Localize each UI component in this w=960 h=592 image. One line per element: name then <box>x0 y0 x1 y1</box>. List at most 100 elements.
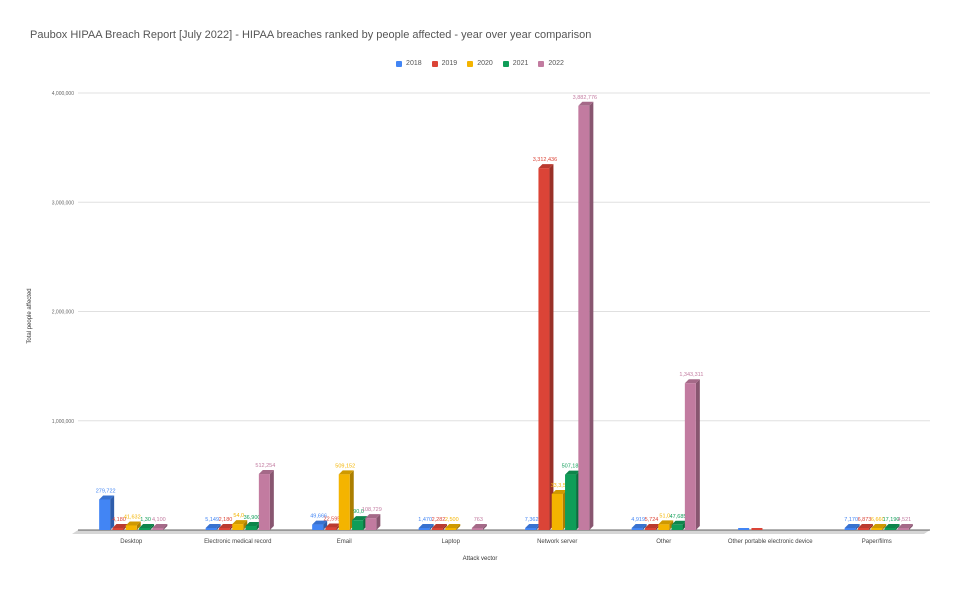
x-tick-label: Desktop <box>120 539 143 545</box>
data-label: 1,343,311 <box>679 372 703 378</box>
bar-2020 <box>445 528 457 530</box>
bar-top-2020 <box>338 470 354 475</box>
bar-side-2021 <box>150 524 155 530</box>
bar-2019 <box>644 528 656 530</box>
bar-side-2022 <box>269 470 274 530</box>
data-label: 512,254 <box>255 463 275 469</box>
data-label: 49,666 <box>310 514 327 520</box>
bar-side-2022 <box>908 524 913 530</box>
bar-2018 <box>631 528 643 530</box>
data-label: 507,183 <box>562 464 582 470</box>
bar-2020 <box>658 524 670 530</box>
bar-top-2021 <box>671 520 687 525</box>
data-label: 5,149 <box>205 517 219 523</box>
data-label: 2,500 <box>445 517 459 523</box>
bar-side-2020 <box>136 521 141 530</box>
bar-top-2019 <box>325 523 341 528</box>
bar-2022 <box>365 518 377 530</box>
bar-side-2018 <box>642 524 647 530</box>
bar-2022 <box>471 528 483 530</box>
legend-label: 2019 <box>441 60 458 67</box>
bar-2020 <box>338 474 350 530</box>
bar-side-2018 <box>110 495 115 530</box>
data-label: 54,0 <box>233 513 244 519</box>
bar-side-2020 <box>243 520 248 530</box>
x-tick-label: Other <box>656 539 671 545</box>
bar-2018 <box>312 524 324 530</box>
bar-top-2018 <box>418 524 434 528</box>
x-tick-label: Network server <box>537 539 577 545</box>
data-label: 108,729 <box>362 507 382 513</box>
bar-stub-2018 <box>738 528 750 530</box>
bar-top-2018 <box>844 524 860 528</box>
bar-top-2019 <box>857 524 873 528</box>
bar-top-2020 <box>871 524 887 528</box>
bar-2022 <box>897 528 909 530</box>
bar-top-2018 <box>99 495 115 500</box>
data-label: 3,882,776 <box>573 95 597 101</box>
x-tick-label: Laptop <box>442 539 461 545</box>
bar-side-2022 <box>695 379 700 530</box>
data-label: 33,3,5 <box>551 483 566 489</box>
legend-item-2021: 2021 <box>502 60 528 67</box>
bar-top-2022 <box>365 514 381 519</box>
bar-2018 <box>205 528 217 530</box>
x-axis-title: Attack vector <box>462 556 498 562</box>
legend-item-2022: 2022 <box>538 60 564 67</box>
bar-2018 <box>99 499 111 530</box>
data-label: 51,0 <box>659 513 670 519</box>
bar-2021 <box>671 524 683 530</box>
bar-top-2021 <box>245 521 261 526</box>
bar-side-2019 <box>868 524 873 530</box>
bar-2022 <box>578 105 590 530</box>
bar-2019 <box>112 528 124 530</box>
chart-legend: 2018 2019 2020 2021 2022 <box>0 60 960 67</box>
legend-item-2019: 2019 <box>431 60 458 67</box>
bar-2020 <box>232 524 244 530</box>
bar-side-2019 <box>442 524 447 530</box>
bar-2019 <box>431 528 443 530</box>
bar-2021 <box>139 528 151 530</box>
bar-top-2022 <box>578 101 594 106</box>
legend-swatch <box>467 60 474 67</box>
bar-side-2022 <box>589 101 594 530</box>
x-tick-label: Other portable electronic device <box>728 539 813 545</box>
bar-side-2022 <box>482 524 487 530</box>
data-label: 279,722 <box>96 488 116 494</box>
bar-top-2020 <box>658 520 674 525</box>
bar-2021 <box>352 520 364 530</box>
legend-item-2018: 2018 <box>396 60 422 67</box>
chart-title: Paubox HIPAA Breach Report [July 2022] -… <box>30 29 592 41</box>
bar-top-2019 <box>538 164 554 169</box>
bar-stub-2019 <box>751 528 763 530</box>
bar-top-2022 <box>897 524 913 528</box>
bar-top-2018 <box>205 524 221 528</box>
bar-top-2018 <box>631 524 647 528</box>
data-label: 90,0 <box>353 509 364 515</box>
y-tick-label: 1,000,000 <box>52 419 74 425</box>
data-label: 763 <box>474 517 483 523</box>
legend-label: 2020 <box>477 60 493 67</box>
bar-top-2022 <box>684 379 700 384</box>
bar-side-2018 <box>855 524 860 530</box>
bar-top-2019 <box>644 524 660 528</box>
legend-label: 2022 <box>548 60 564 67</box>
y-axis-title: Total people affected <box>27 288 33 344</box>
bar-top-2022 <box>471 524 487 528</box>
x-tick-label: Paper/films <box>862 539 892 545</box>
bar-side-2018 <box>323 520 328 530</box>
bar-side-2022 <box>376 514 381 530</box>
bar-2019 <box>218 528 230 530</box>
bar-top-2020 <box>445 524 461 528</box>
bar-2020 <box>125 525 137 530</box>
bar-top-2020 <box>232 520 248 525</box>
bar-2021 <box>884 528 896 530</box>
bar-2018 <box>844 528 856 530</box>
bar-top-2019 <box>218 524 234 528</box>
data-label: 4,180 <box>112 517 126 523</box>
bar-top-2021 <box>139 524 155 528</box>
bar-2020 <box>551 493 563 530</box>
data-label: 6,873 <box>858 517 872 523</box>
bar-side-2020 <box>882 524 887 530</box>
